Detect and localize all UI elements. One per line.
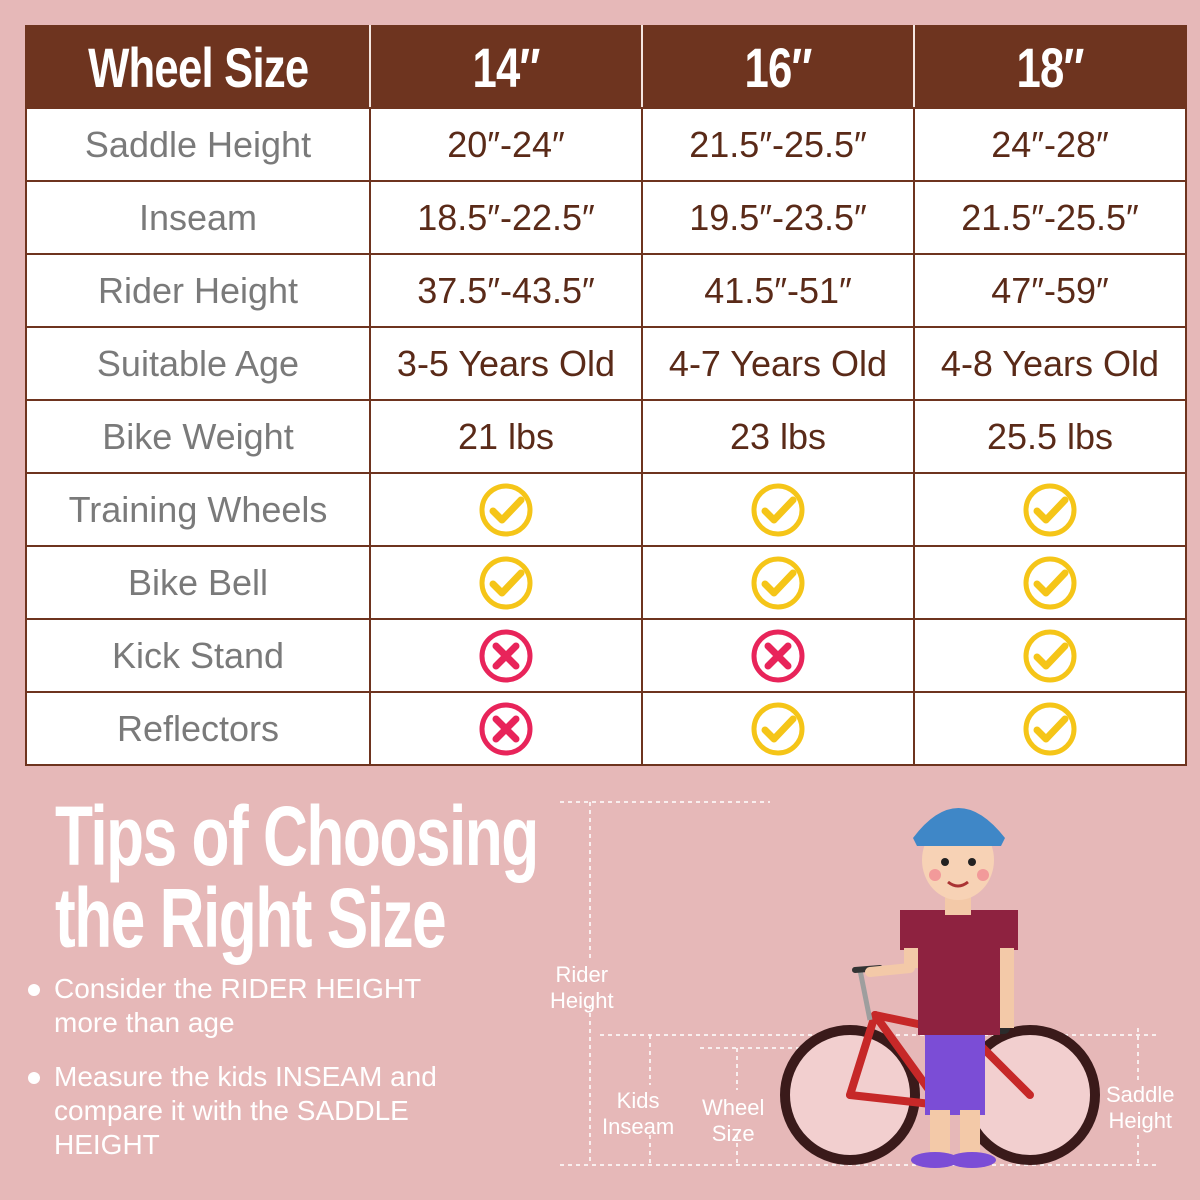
- table-row: Training Wheels: [25, 472, 1187, 547]
- table-cell-icon: [369, 472, 643, 547]
- cross-icon: [750, 629, 806, 682]
- tip-item: Measure the kids INSEAM and compare it w…: [28, 1060, 488, 1162]
- table-cell-icon: [369, 691, 643, 766]
- row-label: Bike Bell: [25, 545, 371, 620]
- table-row: Inseam 18.5″-22.5″ 19.5″-23.5″ 21.5″-25.5″: [25, 180, 1187, 255]
- row-label: Rider Height: [25, 253, 371, 328]
- row-label: Inseam: [25, 180, 371, 255]
- table-row: Suitable Age 3-5 Years Old 4-7 Years Old 4-…: [25, 326, 1187, 401]
- table-cell-icon: [369, 545, 643, 620]
- header-16: 16″: [641, 25, 915, 109]
- tips-title-line2: the Right Size: [55, 871, 447, 965]
- table-cell: 24″-28″: [913, 107, 1187, 182]
- table-row: Saddle Height 20″-24″ 21.5″-25.5″ 24″-28″: [25, 107, 1187, 182]
- table-row: Bike Weight 21 lbs 23 lbs 25.5 lbs: [25, 399, 1187, 474]
- table-cell: 21.5″-25.5″: [913, 180, 1187, 255]
- table-cell: 21.5″-25.5″: [641, 107, 915, 182]
- table-cell-icon: [913, 545, 1187, 620]
- table-cell: 21 lbs: [369, 399, 643, 474]
- header-wheel-size: Wheel Size: [25, 25, 371, 109]
- check-icon: [1022, 702, 1078, 755]
- table-cell: 3-5 Years Old: [369, 326, 643, 401]
- check-icon: [750, 702, 806, 755]
- table-cell-icon: [641, 545, 915, 620]
- table-cell: 18.5″-22.5″: [369, 180, 643, 255]
- label-rider-height: Rider Height: [550, 962, 614, 1013]
- check-icon: [478, 556, 534, 609]
- tips-title-line1: Tips of Choosing: [55, 789, 539, 883]
- label-wheel-size: Wheel Size: [702, 1095, 765, 1146]
- header-18: 18″: [913, 25, 1187, 109]
- cross-icon: [478, 629, 534, 682]
- row-label: Kick Stand: [25, 618, 371, 693]
- table-header-row: Wheel Size 14″ 16″ 18″: [25, 25, 1187, 109]
- tip-item: Consider the RIDER HEIGHT more than age: [28, 972, 488, 1040]
- check-icon: [1022, 556, 1078, 609]
- table-cell-icon: [641, 691, 915, 766]
- check-icon: [478, 483, 534, 536]
- cross-icon: [478, 702, 534, 755]
- table-cell-icon: [913, 618, 1187, 693]
- table-cell-icon: [641, 472, 915, 547]
- table-cell: 23 lbs: [641, 399, 915, 474]
- header-14: 14″: [369, 25, 643, 109]
- row-label: Bike Weight: [25, 399, 371, 474]
- size-chart-table: Wheel Size 14″ 16″ 18″ Saddle Height 20″-…: [25, 25, 1187, 766]
- check-icon: [1022, 483, 1078, 536]
- table-cell: 41.5″-51″: [641, 253, 915, 328]
- table-cell-icon: [369, 618, 643, 693]
- table-cell: 20″-24″: [369, 107, 643, 182]
- table-cell: 25.5 lbs: [913, 399, 1187, 474]
- label-kids-inseam: Kids Inseam: [602, 1088, 675, 1139]
- row-label: Reflectors: [25, 691, 371, 766]
- tips-title: Tips of Choosing the Right Size: [55, 789, 539, 965]
- table-row: Bike Bell: [25, 545, 1187, 620]
- check-icon: [750, 556, 806, 609]
- table-row: Reflectors: [25, 691, 1187, 766]
- check-icon: [750, 483, 806, 536]
- table-cell: 37.5″-43.5″: [369, 253, 643, 328]
- table-row: Rider Height 37.5″-43.5″ 41.5″-51″ 47″-59″: [25, 253, 1187, 328]
- table-cell: 19.5″-23.5″: [641, 180, 915, 255]
- table-cell-icon: [913, 691, 1187, 766]
- table-row: Kick Stand: [25, 618, 1187, 693]
- tips-list: Consider the RIDER HEIGHT more than age …: [28, 972, 488, 1182]
- row-label: Training Wheels: [25, 472, 371, 547]
- table-cell: 4-8 Years Old: [913, 326, 1187, 401]
- kid-bike-illustration: [560, 801, 1160, 1168]
- row-label: Saddle Height: [25, 107, 371, 182]
- table-cell: 47″-59″: [913, 253, 1187, 328]
- check-icon: [1022, 629, 1078, 682]
- row-label: Suitable Age: [25, 326, 371, 401]
- label-saddle-height: Saddle Height: [1106, 1082, 1175, 1133]
- table-cell: 4-7 Years Old: [641, 326, 915, 401]
- size-diagram: Rider Height Kids Inseam Wheel Size Saddle H…: [540, 790, 1200, 1190]
- table-cell-icon: [641, 618, 915, 693]
- table-cell-icon: [913, 472, 1187, 547]
